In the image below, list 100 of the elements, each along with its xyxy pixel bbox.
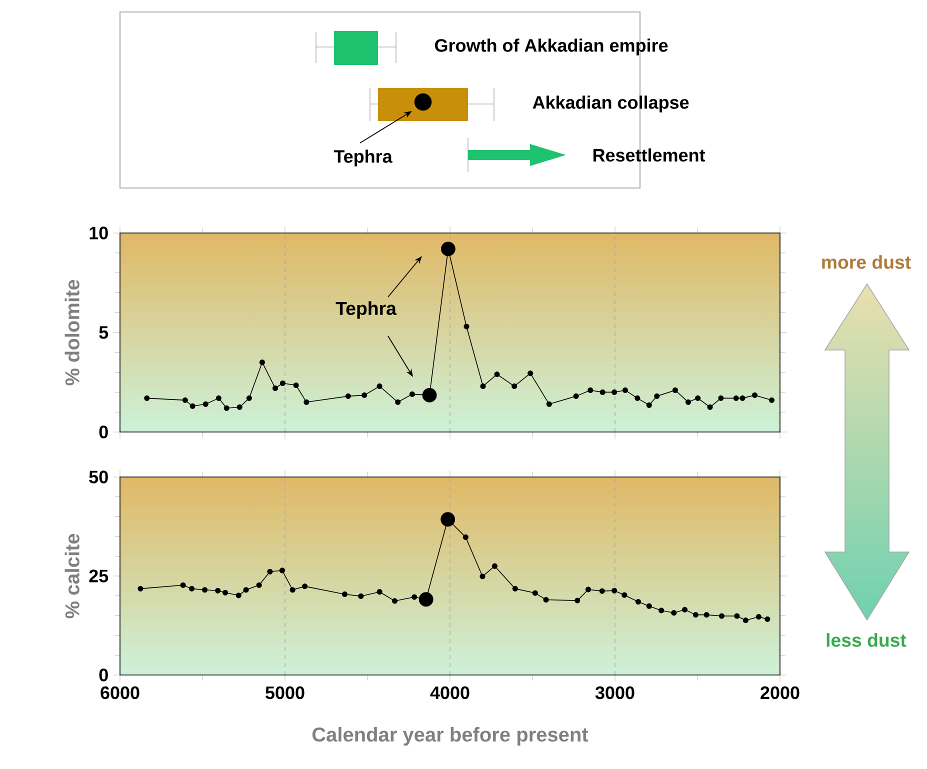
point [707,404,713,410]
point [682,606,688,612]
point [512,383,518,390]
point [236,592,242,598]
point [532,590,538,596]
point [718,395,724,401]
point [622,387,628,394]
point [658,608,664,614]
point [418,592,434,607]
point [646,402,652,408]
point [588,387,594,394]
point [395,399,401,405]
point [144,395,150,401]
point [188,586,195,592]
y-tick-label: 0 [99,668,108,682]
point [409,391,416,397]
point [190,403,196,409]
point [224,405,230,411]
point [182,397,188,403]
text: more dust [822,255,911,269]
text: Tephra [334,150,392,166]
y-tick-label: 10 [90,226,108,240]
point [236,404,242,410]
y-axis-title: % calcite [64,534,80,618]
point [376,589,382,595]
point [635,598,642,605]
point [695,395,701,401]
point [246,395,252,401]
x-tick-label: 2000 [760,686,800,700]
point [304,399,310,405]
point [256,582,262,588]
point [243,587,249,593]
point [646,603,652,609]
point [267,568,273,574]
text: Resettlement [593,148,706,162]
point [216,395,222,401]
point [345,393,351,399]
point [202,401,208,407]
point [215,588,221,594]
point [462,534,468,540]
point [412,594,418,600]
point [259,360,266,366]
y-axis-title: % dolomite [64,280,80,386]
x-tick-label: 5000 [266,686,304,700]
annotation: Tephra [336,301,397,319]
point [480,383,486,390]
point [585,586,592,592]
text: Akkadian collapse [532,96,689,112]
x-tick-label: 4000 [430,686,470,700]
point [622,592,628,598]
point [392,598,398,604]
point [492,563,498,569]
point [180,582,186,588]
point [654,393,660,399]
x-tick-label: 6000 [100,686,140,700]
point [742,618,748,624]
point [342,591,348,598]
point [546,401,552,407]
point [704,612,710,618]
point [599,588,605,594]
point [612,389,618,396]
text: Growth of Akkadian empire [435,38,668,56]
point [422,388,437,402]
point [440,512,456,527]
y-tick-label: 50 [89,470,108,484]
point [734,613,740,619]
point [752,392,758,398]
point [222,590,228,596]
point [494,371,500,378]
point [202,587,208,593]
point [302,584,308,590]
point [733,395,739,401]
point [480,574,486,580]
x-tick-label: 3000 [595,686,634,700]
y-tick-label: 5 [99,326,108,339]
point [358,593,364,600]
point [768,397,775,403]
point [671,610,677,616]
point [740,395,746,401]
point [634,395,640,401]
point [574,598,580,604]
point [440,242,456,256]
point [685,399,692,405]
point [138,586,144,592]
text: less dust [826,633,906,647]
x-axis-title: Calendar year before present [312,726,588,746]
point [528,370,534,376]
point [764,616,770,622]
point [612,588,618,594]
point [290,587,296,593]
point [272,385,278,392]
point [280,380,286,386]
point [718,613,725,619]
point [279,568,285,574]
point [672,387,678,394]
point [692,612,698,618]
point [543,596,549,603]
y-tick-label: 25 [89,570,108,582]
point [362,392,368,398]
point [600,389,606,396]
